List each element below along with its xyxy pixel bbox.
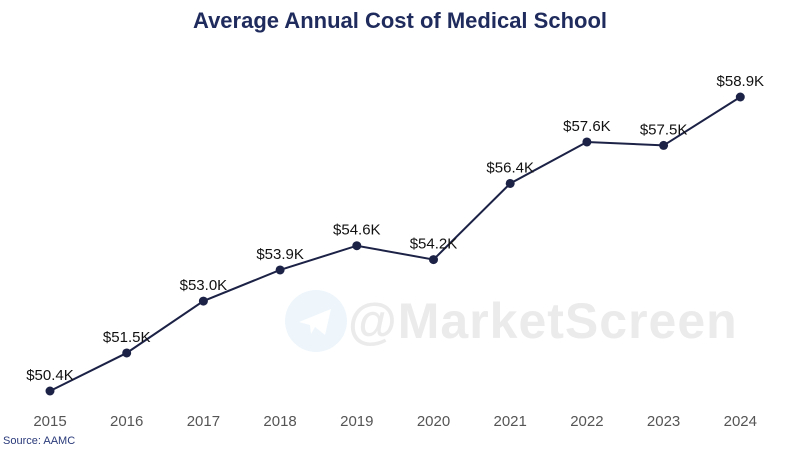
source-note: Source: AAMC bbox=[3, 435, 76, 447]
x-tick-label: 2021 bbox=[494, 413, 527, 430]
data-point bbox=[198, 296, 208, 306]
x-tick-label: 2017 bbox=[187, 413, 220, 430]
data-label: $57.6K bbox=[563, 118, 611, 135]
data-point bbox=[429, 255, 438, 265]
x-tick-label: 2018 bbox=[263, 413, 296, 430]
data-point bbox=[275, 265, 285, 275]
data-label: $58.9K bbox=[717, 73, 765, 90]
data-label: $54.6K bbox=[333, 222, 381, 239]
data-point bbox=[659, 140, 669, 150]
x-tick-label: 2016 bbox=[110, 413, 143, 430]
data-point bbox=[352, 241, 362, 251]
x-tick-label: 2020 bbox=[417, 413, 450, 430]
data-label: $54.2K bbox=[410, 236, 458, 253]
x-tick-label: 2022 bbox=[570, 413, 603, 430]
x-tick-label: 2019 bbox=[340, 413, 373, 430]
data-point bbox=[582, 137, 592, 147]
telegram-icon bbox=[285, 290, 347, 352]
data-point bbox=[45, 386, 55, 396]
data-label: $53.9K bbox=[256, 246, 304, 263]
data-label: $56.4K bbox=[486, 159, 534, 176]
data-label: $53.0K bbox=[180, 277, 228, 294]
data-point bbox=[735, 92, 745, 102]
data-point bbox=[122, 348, 132, 358]
data-label: $57.5K bbox=[640, 121, 688, 138]
data-point bbox=[505, 178, 515, 188]
watermark: @MarketScreen bbox=[285, 290, 800, 360]
data-label: $51.5K bbox=[103, 329, 151, 346]
x-tick-label: 2015 bbox=[33, 413, 66, 430]
x-tick-label: 2023 bbox=[647, 413, 680, 430]
series-line bbox=[49, 96, 741, 392]
x-tick-label: 2024 bbox=[724, 413, 757, 430]
watermark-text: @MarketScreen bbox=[348, 293, 738, 349]
data-label: $50.4K bbox=[26, 367, 74, 384]
chart-title: Average Annual Cost of Medical School bbox=[193, 8, 607, 33]
